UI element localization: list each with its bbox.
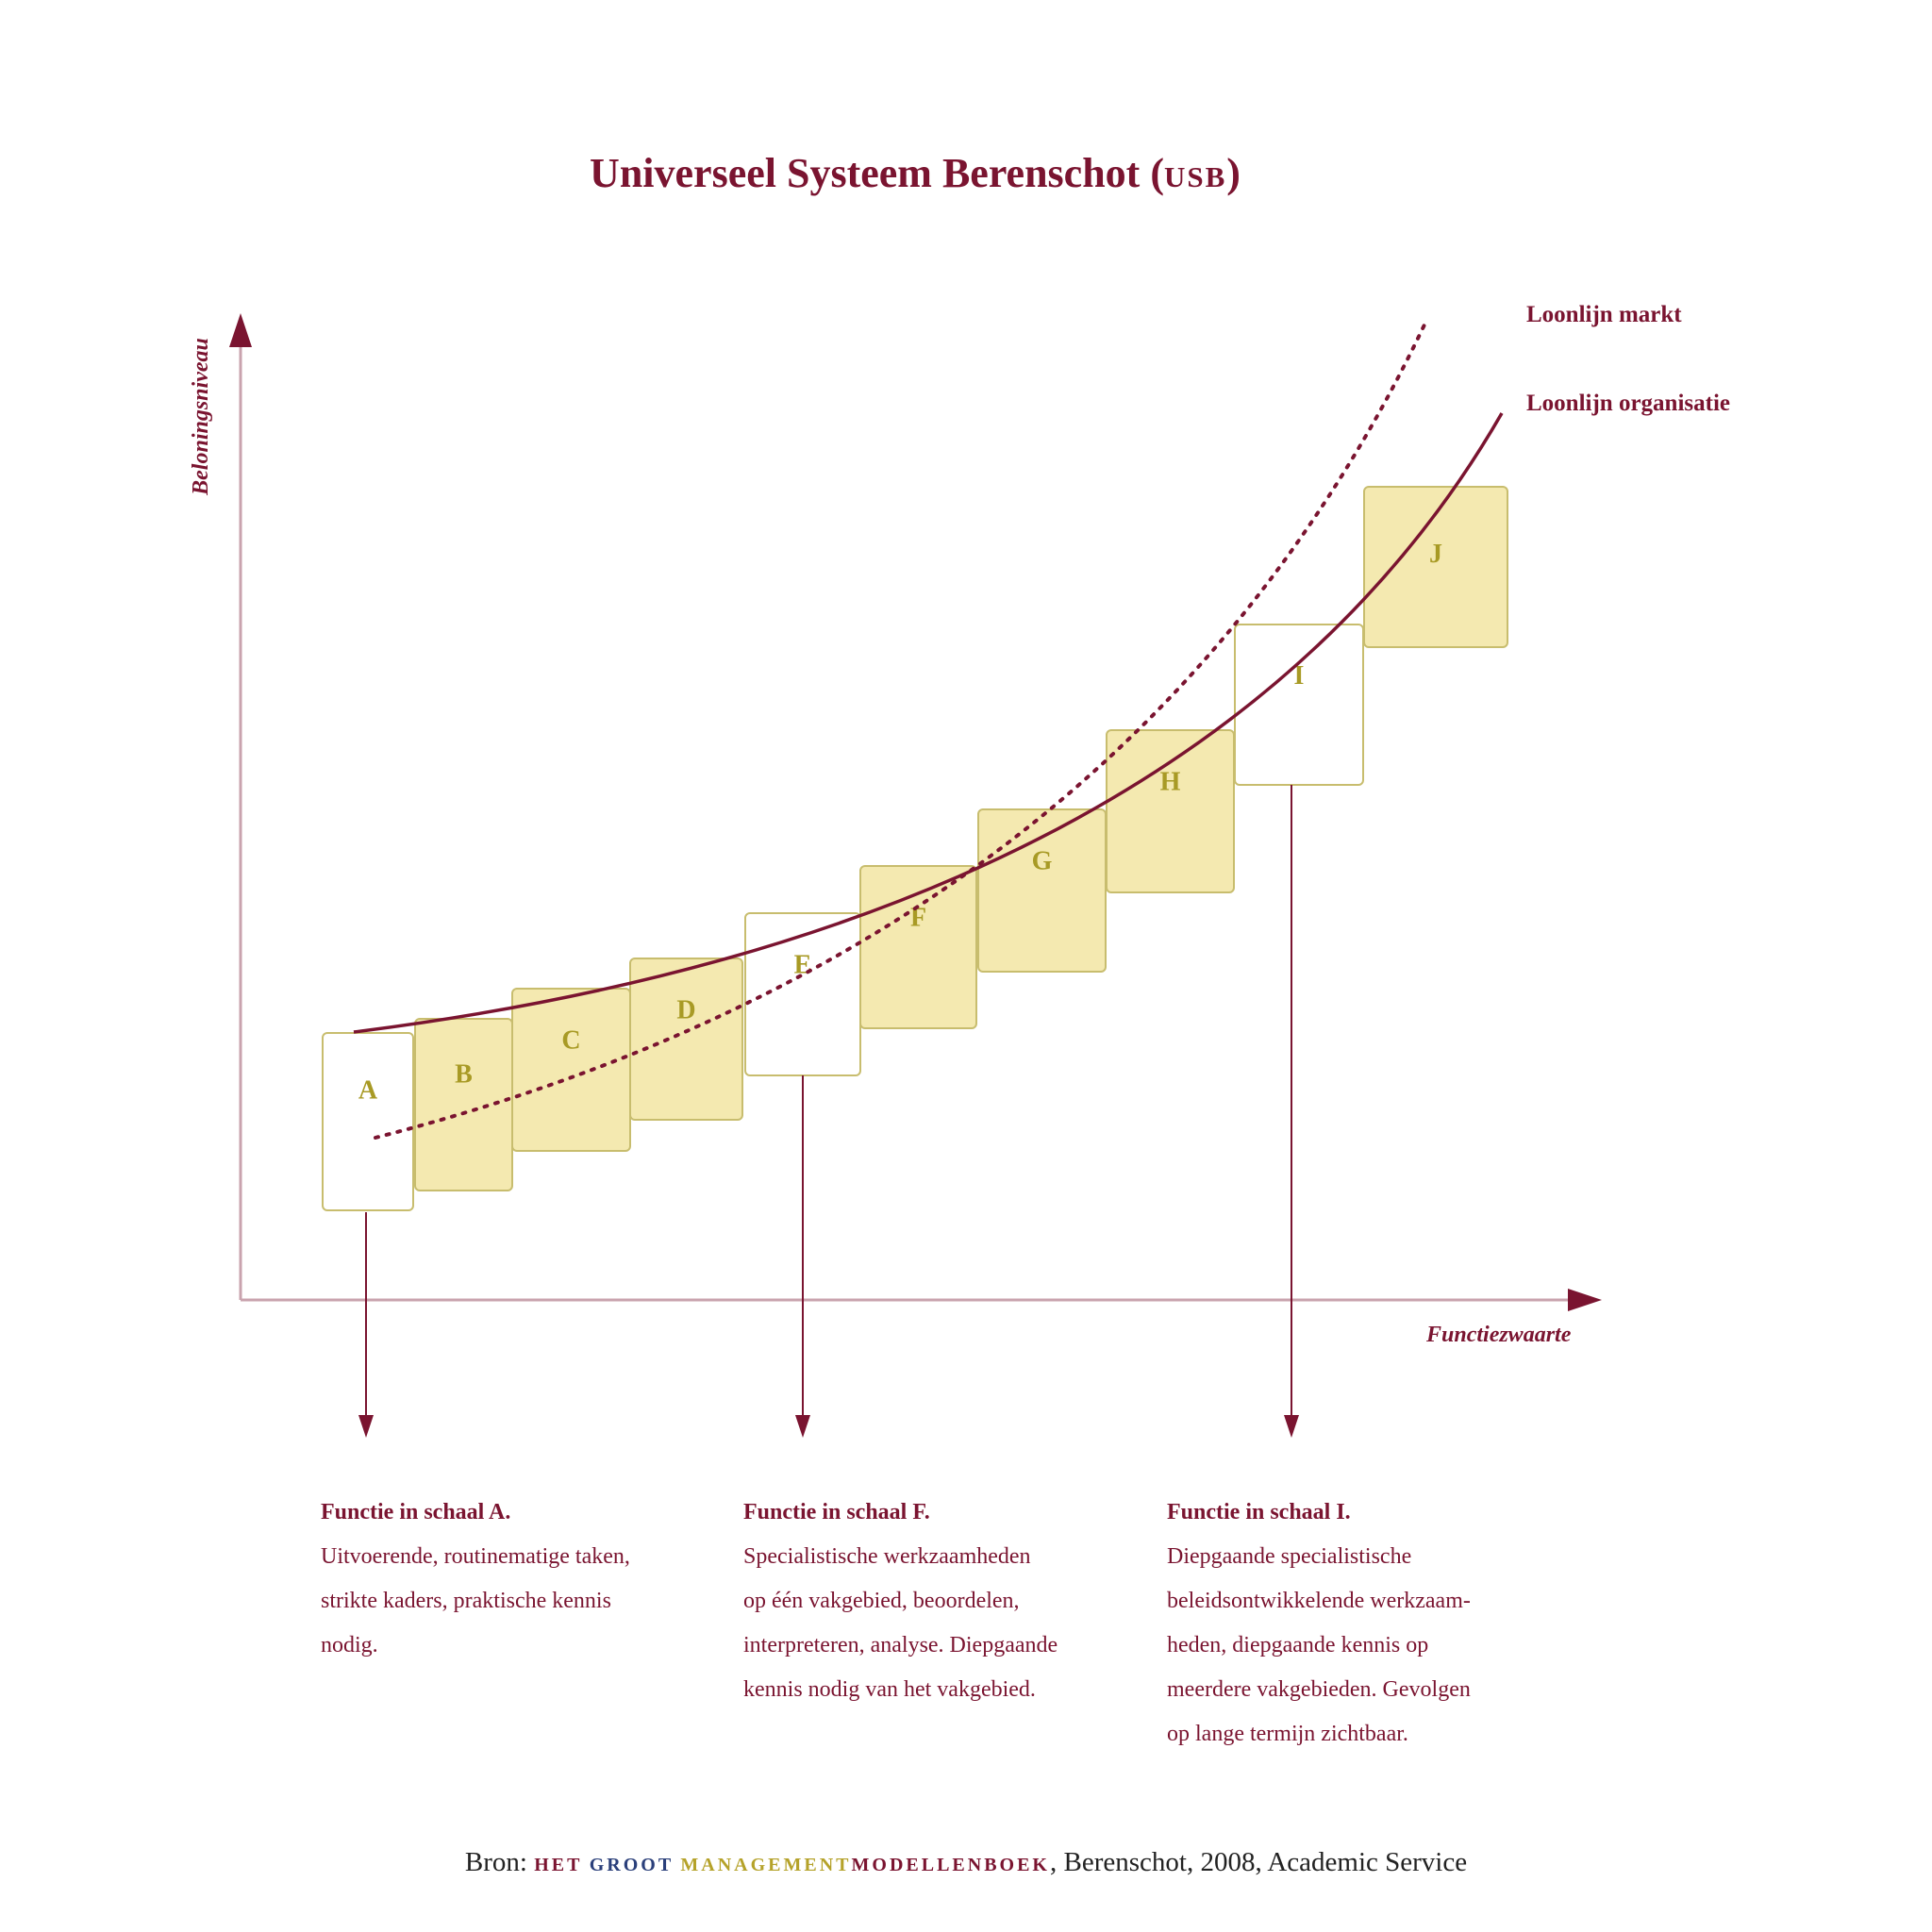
scale-label-b: B (455, 1059, 473, 1089)
description-line: beleidsontwikkelende werkzaam- (1167, 1589, 1471, 1613)
scale-label-h: H (1160, 768, 1181, 797)
scale-box-h (1106, 729, 1235, 893)
scale-box-f (859, 865, 977, 1029)
description-scale-f: Functie in schaal F. Specialistische wer… (743, 1491, 1121, 1712)
scale-label-e: E (794, 951, 812, 980)
description-scale-a: Functie in schaal A. Uitvoerende, routin… (321, 1491, 689, 1668)
scale-label-c: C (561, 1026, 580, 1056)
description-title: Functie in schaal F. (743, 1500, 930, 1524)
description-line: kennis nodig van het vakgebied. (743, 1677, 1036, 1702)
scale-label-g: G (1032, 847, 1053, 876)
x-axis-label: Functiezwaarte (1426, 1323, 1572, 1347)
description-line: meerdere vakgebieden. Gevolgen (1167, 1677, 1471, 1702)
scale-label-i: I (1294, 661, 1305, 691)
scale-box-g (977, 808, 1107, 973)
legend-organisation-line: Loonlijn organisatie (1526, 391, 1730, 416)
description-line: strikte kaders, praktische kennis (321, 1589, 611, 1613)
scale-label-a: A (358, 1076, 378, 1106)
scale-box-a (322, 1032, 414, 1211)
market-wage-line (374, 319, 1428, 1140)
description-line: op één vakgebied, beoordelen, (743, 1589, 1020, 1613)
description-title: Functie in schaal I. (1167, 1500, 1351, 1524)
description-scale-i: Functie in schaal I. Diepgaande speciali… (1167, 1491, 1563, 1757)
description-line: Specialistische werkzaamheden (743, 1544, 1031, 1569)
diagram-title: Universeel Systeem Berenschot (usb) (590, 150, 1241, 196)
legend-market-line: Loonlijn markt (1526, 302, 1682, 327)
description-line: heden, diepgaande kennis op (1167, 1633, 1429, 1657)
description-title: Functie in schaal A. (321, 1500, 511, 1524)
y-axis-label: Beloningsniveau (188, 338, 213, 495)
scale-box-i (1234, 624, 1364, 786)
scale-box-e (744, 912, 861, 1076)
source-line: Bron: het groot managementmodellenboek, … (464, 1847, 1468, 1877)
scale-label-j: J (1429, 540, 1442, 569)
scale-label-d: D (676, 995, 695, 1024)
scale-label-f: F (910, 904, 926, 933)
description-line: Diepgaande specialistische (1167, 1544, 1412, 1569)
scale-boxes: A B C D E F G H I J (322, 486, 1508, 1211)
scale-box-d (629, 958, 743, 1121)
description-line: op lange termijn zichtbaar. (1167, 1722, 1408, 1746)
description-line: nodig. (321, 1633, 378, 1657)
scale-box-b (414, 1018, 513, 1191)
description-line: Uitvoerende, routinematige taken, (321, 1544, 630, 1569)
organisation-wage-line (353, 412, 1504, 1034)
scale-box-c (511, 988, 631, 1152)
description-line: interpreteren, analyse. Diepgaande (743, 1633, 1058, 1657)
scale-box-j (1363, 486, 1508, 648)
